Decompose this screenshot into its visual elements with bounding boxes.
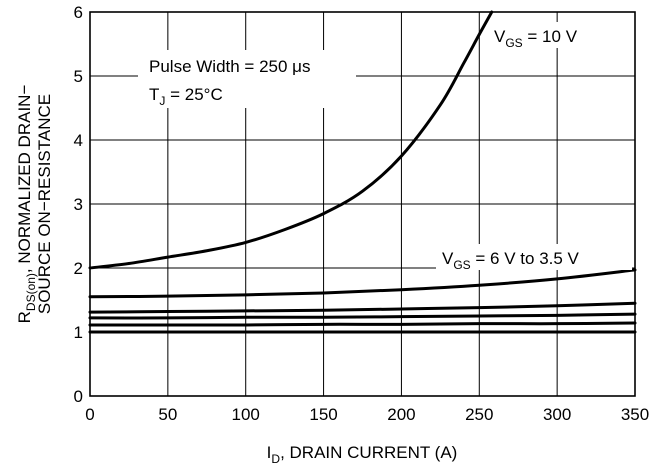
- y-axis-title-line1: RDS(on), NORMALIZED DRAIN−: [15, 85, 38, 324]
- y-tick-label: 2: [74, 259, 83, 278]
- pulse-width-annotation: Pulse Width = 250 μs: [149, 57, 310, 76]
- plot-frame: [89, 11, 636, 397]
- y-tick-label: 3: [74, 195, 83, 214]
- vgs-6v-label: VGS = 6 V to 3.5 V: [442, 249, 580, 272]
- x-axis-title: ID, DRAIN CURRENT (A): [267, 443, 458, 466]
- x-tick-label: 200: [387, 405, 415, 424]
- tj-annotation: TJ = 25°C: [149, 85, 223, 108]
- y-tick-label: 4: [74, 131, 83, 150]
- x-tick-labels: 0 50 100 150 200 250 300 350: [85, 405, 649, 424]
- x-tick-label: 250: [465, 405, 493, 424]
- series-line-3: [88, 312, 637, 320]
- x-tick-label: 300: [543, 405, 571, 424]
- x-tick-label: 150: [309, 405, 337, 424]
- vgs-10v-label: VGS = 10 V: [494, 27, 578, 50]
- x-tick-label: 100: [232, 405, 260, 424]
- y-tick-label: 6: [74, 3, 83, 22]
- y-tick-label: 5: [74, 67, 83, 86]
- vgs6-annotation-bg: [436, 244, 632, 270]
- pulse-annotation-bg: [138, 50, 356, 108]
- y-tick-label: 0: [74, 387, 83, 406]
- vgs10-annotation-bg: [488, 22, 608, 48]
- y-axis-title-line2: SOURCE ON−RESISTANCE: [35, 94, 54, 314]
- y-tick-labels: 0 1 2 3 4 5 6: [74, 3, 83, 406]
- series-line-4: [88, 321, 637, 327]
- y-tick-label: 1: [74, 323, 83, 342]
- x-tick-label: 50: [158, 405, 177, 424]
- x-tick-label: 350: [621, 405, 649, 424]
- series-line-2: [88, 301, 637, 314]
- series-line-0: [88, 10, 494, 270]
- series-group: [88, 10, 637, 334]
- grid-lines: [89, 11, 636, 397]
- series-line-1: [88, 268, 637, 299]
- x-tick-label: 0: [85, 405, 94, 424]
